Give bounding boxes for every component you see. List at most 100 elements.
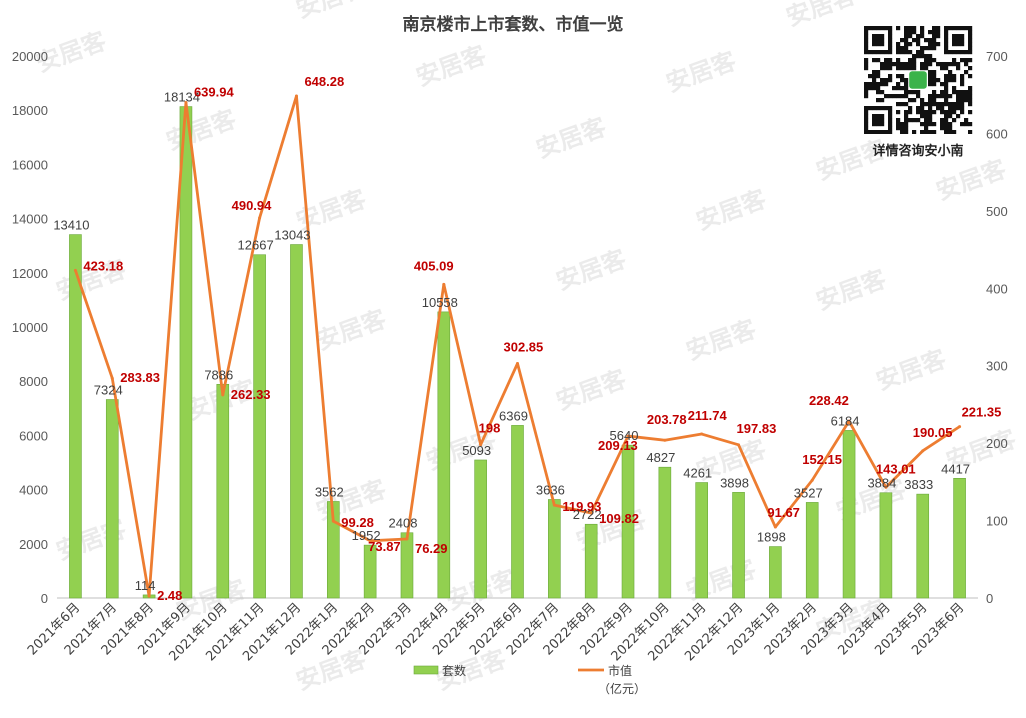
line-value-label: 228.42: [809, 393, 849, 408]
bar-value-label: 4417: [941, 461, 970, 476]
line-point: [773, 525, 777, 529]
watermark-text: 安居客: [292, 0, 370, 24]
y-right-tick-label: 0: [986, 591, 993, 606]
line-value-label: 639.94: [194, 85, 235, 100]
bar-value-label: 114: [135, 578, 156, 593]
bar: [953, 477, 966, 599]
line-value-label: 209.13: [598, 438, 638, 453]
bar: [290, 244, 303, 599]
line-point: [479, 443, 483, 447]
bar-value-label: 3636: [536, 482, 565, 497]
line-point: [884, 485, 888, 489]
chart-title: 南京楼市上市套数、市值一览: [403, 14, 624, 35]
y-left-tick-label: 20000: [12, 49, 48, 64]
y-left-tick-label: 2000: [19, 537, 48, 552]
line-point: [921, 449, 925, 453]
bar: [179, 106, 193, 599]
bar: [69, 234, 82, 599]
qr-code-image: [862, 26, 974, 135]
y-right-tick-label: 400: [986, 281, 1008, 296]
line-value-label: 211.74: [688, 408, 728, 423]
line-value-label: 190.05: [913, 425, 953, 440]
legend-label-line: 市值: [608, 663, 632, 678]
y-left-tick-label: 4000: [19, 483, 48, 498]
bar-value-label: 13043: [274, 228, 310, 243]
watermark-text: 安居客: [52, 514, 130, 565]
line-value-label: 203.78: [647, 412, 687, 427]
legend-swatch-bar: [413, 665, 439, 675]
line-point: [663, 438, 667, 442]
line-point: [221, 393, 225, 397]
watermark-text: 安居客: [162, 104, 240, 155]
line-point: [737, 443, 741, 447]
bar-value-label: 7886: [204, 367, 233, 382]
bar: [769, 546, 782, 599]
line-value-label: 119.93: [562, 499, 601, 514]
line-point: [73, 268, 77, 272]
watermark-text: 安居客: [552, 364, 630, 415]
line-value-label: 221.35: [962, 405, 1002, 420]
line-value-label: 262.33: [231, 387, 271, 402]
line-value-label: 648.28: [304, 74, 344, 89]
line-point: [958, 425, 962, 429]
line-point: [810, 478, 814, 482]
bar-value-label: 5093: [462, 443, 491, 458]
bar-value-label: 1952: [352, 528, 381, 543]
line-point: [847, 419, 851, 423]
line-point: [110, 376, 114, 380]
bar: [695, 482, 709, 599]
bar: [326, 501, 340, 599]
bar-value-label: 18134: [164, 90, 200, 105]
line-point: [147, 594, 151, 598]
line-value-label: 91.67: [767, 505, 800, 520]
y-right-tick-label: 300: [986, 359, 1008, 374]
watermark-text: 安居客: [932, 154, 1010, 205]
y-left-tick-label: 16000: [12, 157, 48, 172]
line-point: [184, 101, 188, 105]
bar: [621, 444, 635, 599]
bar-value-label: 7324: [94, 383, 123, 398]
line-value-label: 490.94: [232, 198, 273, 213]
line-value-label: 423.18: [83, 258, 123, 273]
y-left-tick-label: 14000: [12, 212, 48, 227]
qr-caption: 详情咨询安小南: [872, 144, 964, 159]
y-left-tick-label: 8000: [19, 374, 48, 389]
bar-value-label: 3898: [720, 475, 749, 490]
line-point: [626, 434, 630, 438]
bar: [253, 254, 266, 599]
y-right-tick-label: 200: [986, 436, 1008, 451]
line-value-label: 198: [479, 421, 501, 436]
bar: [548, 499, 561, 599]
line-value-label: 197.83: [737, 421, 777, 436]
y-left-tick-label: 6000: [19, 428, 48, 443]
bar: [363, 544, 377, 599]
line-value-label: 405.09: [414, 258, 454, 273]
y-left-tick-label: 0: [41, 591, 48, 606]
legend-unit-label: （亿元）: [598, 681, 646, 696]
watermark-text: 安居客: [812, 264, 890, 315]
bar: [437, 311, 451, 599]
y-left-tick-label: 12000: [12, 266, 48, 281]
line-value-label: 2.48: [157, 588, 182, 603]
watermark-text: 安居客: [682, 314, 760, 365]
y-right-tick-label: 500: [986, 204, 1008, 219]
watermark-text: 安居客: [552, 244, 630, 295]
bar: [584, 523, 598, 599]
watermark-text: 安居客: [692, 184, 770, 235]
watermark-text: 安居客: [412, 40, 490, 91]
line-point: [405, 537, 409, 541]
bar: [474, 459, 487, 599]
y-left-tick-label: 18000: [12, 103, 48, 118]
bar: [732, 492, 745, 599]
y-right-tick-label: 700: [986, 49, 1008, 64]
line-point: [368, 539, 372, 543]
bar-value-label: 1898: [757, 530, 786, 545]
line-value-label: 152.15: [802, 452, 842, 467]
watermark-text: 安居客: [532, 112, 610, 163]
line-value-label: 99.28: [341, 515, 374, 530]
watermark-text: 安居客: [312, 304, 390, 355]
bar: [842, 430, 856, 599]
line-value-label: 76.29: [415, 541, 448, 556]
